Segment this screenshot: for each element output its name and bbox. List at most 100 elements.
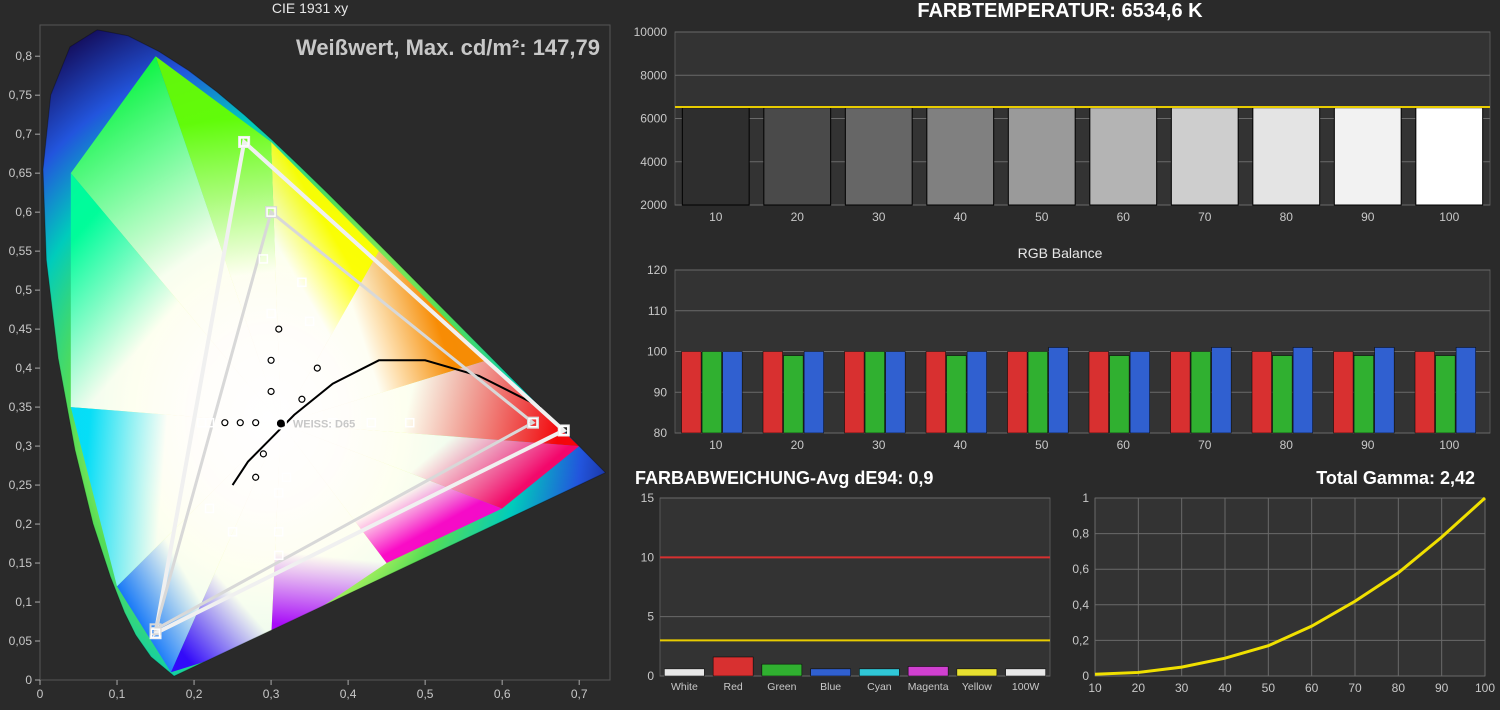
svg-text:White: White — [671, 681, 698, 693]
temp-panel: FARBTEMPERATUR: 6534,6 K 2000 4000 6000 800… — [625, 0, 1495, 230]
svg-text:Weißwert, Max. cd/m²: 147,79: Weißwert, Max. cd/m²: 147,79 — [296, 35, 600, 60]
svg-text:0,6: 0,6 — [494, 687, 511, 701]
svg-text:0,65: 0,65 — [9, 166, 33, 180]
svg-text:60: 60 — [1305, 681, 1319, 695]
svg-text:0: 0 — [647, 669, 654, 683]
svg-text:0,4: 0,4 — [15, 361, 32, 375]
svg-text:90: 90 — [1435, 681, 1449, 695]
svg-text:100: 100 — [1475, 681, 1495, 695]
svg-text:60: 60 — [1117, 438, 1131, 452]
svg-text:Yellow: Yellow — [962, 681, 992, 693]
svg-text:10: 10 — [1088, 681, 1102, 695]
svg-text:0,2: 0,2 — [15, 517, 32, 531]
svg-text:100: 100 — [647, 345, 667, 359]
svg-text:90: 90 — [1361, 210, 1375, 224]
svg-text:0,25: 0,25 — [9, 478, 33, 492]
gamma-title: Total Gamma: 2,42 — [1060, 468, 1495, 493]
svg-text:5: 5 — [647, 610, 654, 624]
svg-text:0,6: 0,6 — [1072, 562, 1089, 576]
svg-text:0,3: 0,3 — [15, 439, 32, 453]
svg-text:0,45: 0,45 — [9, 322, 33, 336]
svg-text:0,2: 0,2 — [186, 687, 203, 701]
svg-text:120: 120 — [647, 265, 667, 277]
svg-text:40: 40 — [954, 210, 968, 224]
rgb-title: RGB Balance — [625, 245, 1495, 265]
svg-text:20: 20 — [1132, 681, 1146, 695]
svg-text:0,7: 0,7 — [15, 127, 32, 141]
dev-panel: FARBABWEICHUNG-Avg dE94: 0,9 0 5 10 15 White… — [625, 468, 1055, 703]
svg-text:70: 70 — [1198, 438, 1212, 452]
svg-text:60: 60 — [1117, 210, 1131, 224]
svg-text:0,1: 0,1 — [15, 595, 32, 609]
svg-text:100: 100 — [1439, 438, 1459, 452]
svg-text:10: 10 — [709, 438, 723, 452]
dev-title: FARBABWEICHUNG-Avg dE94: 0,9 — [625, 468, 1055, 493]
svg-text:80: 80 — [654, 426, 668, 440]
svg-text:30: 30 — [872, 210, 886, 224]
svg-text:0,75: 0,75 — [9, 88, 33, 102]
gamma-chart: 10 20 30 40 50 60 70 80 90 100 0 0,2 0,4 0,6 0,8 1 — [1060, 493, 1495, 698]
svg-text:15: 15 — [641, 493, 655, 505]
svg-text:20: 20 — [791, 210, 805, 224]
temp-title: FARBTEMPERATUR: 6534,6 K — [625, 0, 1495, 27]
svg-text:Blue: Blue — [820, 681, 841, 693]
svg-text:50: 50 — [1262, 681, 1276, 695]
svg-text:6000: 6000 — [640, 112, 667, 126]
svg-text:2000: 2000 — [640, 198, 667, 212]
svg-text:80: 80 — [1392, 681, 1406, 695]
svg-text:0,2: 0,2 — [1072, 633, 1089, 647]
svg-text:0,7: 0,7 — [571, 687, 588, 701]
svg-text:90: 90 — [1361, 438, 1375, 452]
svg-text:40: 40 — [1218, 681, 1232, 695]
svg-text:10000: 10000 — [634, 27, 668, 39]
svg-text:0,35: 0,35 — [9, 400, 33, 414]
svg-text:Red: Red — [723, 681, 742, 693]
svg-text:0,6: 0,6 — [15, 205, 32, 219]
rgb-chart: 80 90 100 110 120 10 20 30 40 50 60 70 80 90 100 — [625, 265, 1495, 455]
svg-text:80: 80 — [1280, 438, 1294, 452]
cie-chart: WEISS: D65Weißwert, Max. cd/m²: 147,7900… — [0, 20, 620, 710]
svg-text:70: 70 — [1198, 210, 1212, 224]
svg-text:1: 1 — [1082, 493, 1089, 505]
svg-text:50: 50 — [1035, 210, 1049, 224]
svg-text:0,8: 0,8 — [1072, 527, 1089, 541]
svg-text:4000: 4000 — [640, 155, 667, 169]
svg-text:8000: 8000 — [640, 68, 667, 82]
svg-text:0,05: 0,05 — [9, 634, 33, 648]
svg-text:40: 40 — [954, 438, 968, 452]
cie-title: CIE 1931 xy — [0, 0, 620, 20]
svg-text:0: 0 — [37, 687, 44, 701]
svg-text:30: 30 — [872, 438, 886, 452]
svg-text:Magenta: Magenta — [908, 681, 949, 693]
temp-chart: 2000 4000 6000 8000 10000 10 20 30 40 50 60 70 80 90 1… — [625, 27, 1495, 227]
svg-text:0,5: 0,5 — [15, 283, 32, 297]
svg-text:0,3: 0,3 — [263, 687, 280, 701]
svg-text:30: 30 — [1175, 681, 1189, 695]
svg-text:0,1: 0,1 — [109, 687, 126, 701]
svg-text:110: 110 — [648, 304, 667, 318]
svg-text:80: 80 — [1280, 210, 1294, 224]
svg-text:10: 10 — [641, 550, 655, 564]
svg-text:0: 0 — [1082, 669, 1089, 683]
svg-text:100W: 100W — [1012, 681, 1040, 693]
svg-text:100: 100 — [1439, 210, 1459, 224]
svg-text:0,55: 0,55 — [9, 244, 33, 258]
svg-text:0,5: 0,5 — [417, 687, 434, 701]
svg-text:Cyan: Cyan — [867, 681, 892, 693]
svg-text:0,4: 0,4 — [340, 687, 357, 701]
svg-text:0: 0 — [25, 673, 32, 687]
gamma-panel: Total Gamma: 2,42 1020304050607080901000… — [1060, 468, 1495, 703]
cie-panel: CIE 1931 xy WEISS: D65 Weißwert, Max. cd/… — [0, 0, 620, 708]
svg-text:70: 70 — [1348, 681, 1362, 695]
svg-text:WEISS: D65: WEISS: D65 — [293, 418, 355, 430]
svg-text:0,8: 0,8 — [15, 49, 32, 63]
dev-chart: 0 5 10 15 White Red Green Blue Cyan Magenta Yellow… — [625, 493, 1055, 698]
svg-text:20: 20 — [791, 438, 805, 452]
svg-text:50: 50 — [1035, 438, 1049, 452]
svg-text:90: 90 — [654, 385, 668, 399]
svg-text:Green: Green — [767, 681, 796, 693]
svg-text:0,15: 0,15 — [9, 556, 33, 570]
svg-text:0,4: 0,4 — [1072, 598, 1089, 612]
rgb-panel: RGB Balance 8090100110120102030405060708… — [625, 245, 1495, 455]
svg-text:10: 10 — [709, 210, 723, 224]
